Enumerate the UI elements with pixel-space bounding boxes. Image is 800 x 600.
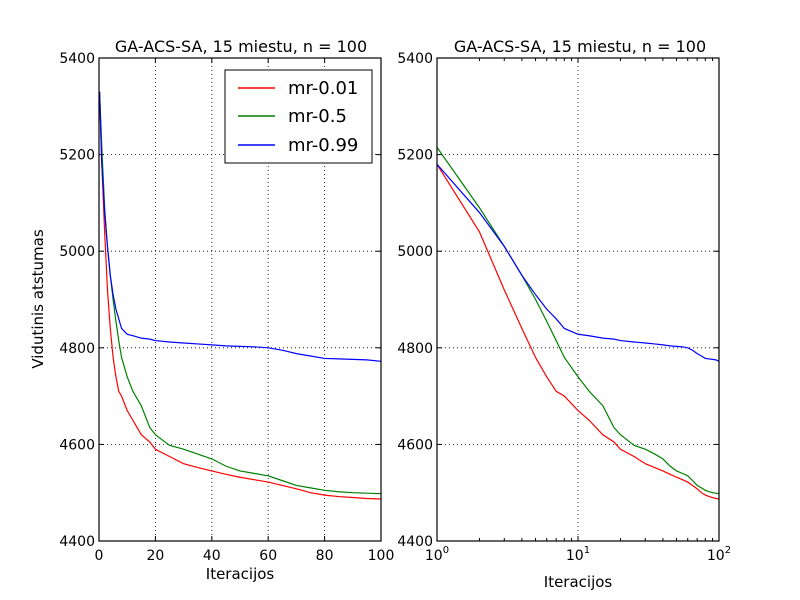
left-y-tick-label: 5400: [59, 51, 95, 67]
legend: mr-0.01 mr-0.5 mr-0.99: [224, 69, 373, 164]
left-x-axis-label: Iteracijos: [206, 565, 275, 583]
right-chart-panel: GA-ACS-SA, 15 miestu, n = 100 Iteracijos…: [397, 37, 731, 591]
right-series-group: [436, 147, 720, 500]
left-x-tick-label: 100: [368, 548, 395, 564]
right-series-mr-0.99: [436, 163, 720, 362]
left-y-axis-label: Vidutinis atstumas: [29, 229, 47, 369]
left-chart-title: GA-ACS-SA, 15 miestu, n = 100: [115, 37, 367, 56]
left-x-tick-label: 20: [146, 548, 164, 564]
left-y-tick-label: 4400: [59, 534, 95, 550]
right-y-tick-label: 4400: [397, 534, 433, 550]
legend-label-mr-0.01: mr-0.01: [288, 78, 358, 99]
left-y-tick-label: 4800: [59, 341, 95, 357]
left-series-mr-0.5: [98, 91, 382, 495]
right-x-tick-label: 102: [707, 545, 731, 564]
right-x-tick-label: 101: [566, 545, 590, 564]
left-ticks: 4400 4600 4800 5000 5200 5400 0 20 40 60 80 100: [59, 51, 394, 564]
left-x-tick-label: 80: [316, 548, 334, 564]
right-y-tick-label: 4800: [397, 341, 433, 357]
right-x-axis-label: Iteracijos: [544, 573, 613, 591]
left-y-tick-label: 5200: [59, 148, 95, 164]
right-y-tick-label: 5200: [397, 148, 433, 164]
right-chart-title: GA-ACS-SA, 15 miestu, n = 100: [454, 37, 706, 56]
right-y-tick-label: 5000: [397, 244, 433, 260]
legend-label-mr-0.5: mr-0.5: [288, 106, 347, 127]
legend-label-mr-0.99: mr-0.99: [288, 135, 358, 156]
left-y-tick-label: 5000: [59, 244, 95, 260]
right-y-tick-label: 5400: [397, 51, 433, 67]
left-series-mr-0.01: [98, 91, 382, 500]
right-series-mr-0.01: [436, 163, 720, 500]
left-series-mr-0.99: [98, 91, 382, 362]
left-plot-frame: [98, 57, 382, 542]
left-chart-panel: GA-ACS-SA, 15 miestu, n = 100 Vidutinis …: [29, 37, 394, 583]
left-series-group: [98, 91, 382, 500]
left-x-tick-label: 0: [95, 548, 104, 564]
right-y-tick-label: 4600: [397, 437, 433, 453]
left-x-tick-label: 40: [203, 548, 221, 564]
left-y-tick-label: 4600: [59, 437, 95, 453]
right-grid: [437, 58, 719, 541]
right-series-mr-0.5: [436, 147, 720, 495]
right-ticks: 4400 4600 4800 5000 5200 5400 100 101 102: [397, 51, 731, 564]
right-x-tick-label: 100: [425, 545, 449, 564]
left-x-tick-label: 60: [259, 548, 277, 564]
right-plot-frame: [436, 57, 720, 542]
